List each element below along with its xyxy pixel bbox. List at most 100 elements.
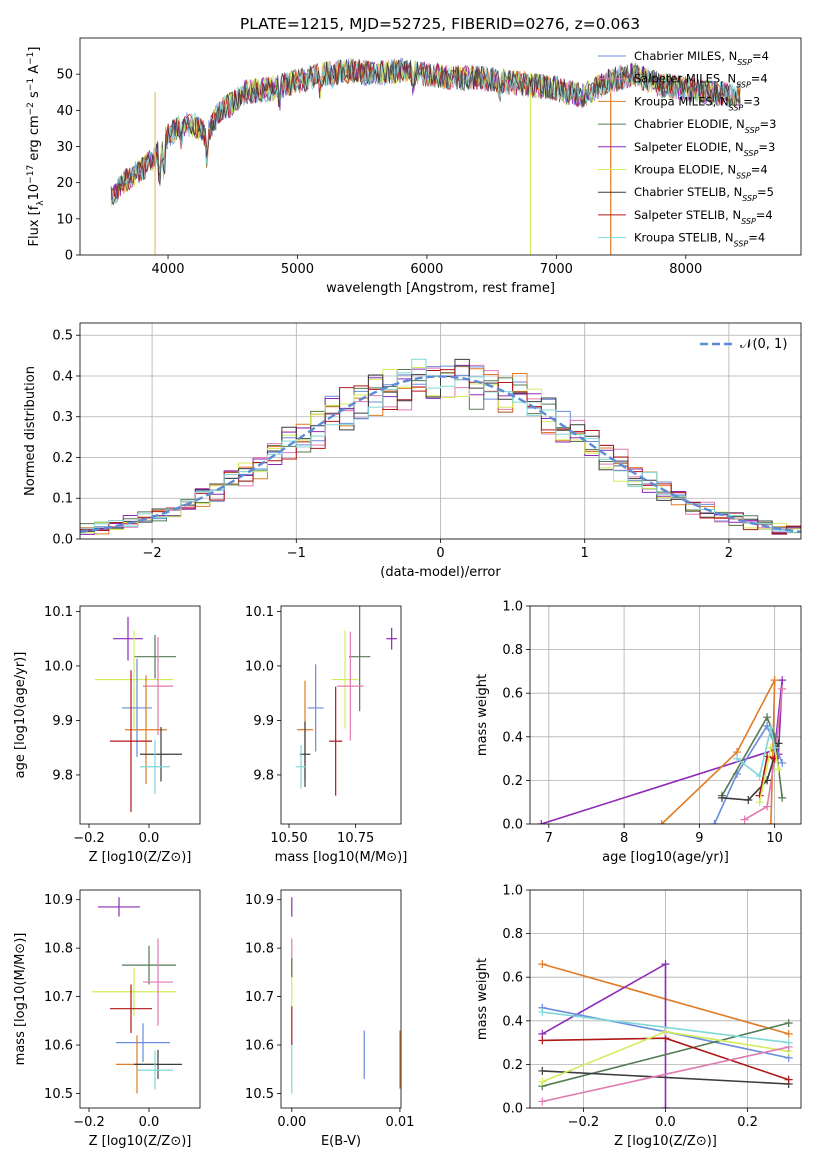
error-point <box>98 897 140 917</box>
legend-sub: SSP <box>736 80 751 89</box>
y-tick-label: 0.0 <box>502 818 523 833</box>
x-tick-label: 8 <box>620 831 628 846</box>
weight-marker <box>784 1018 793 1027</box>
weight-series <box>537 676 787 824</box>
legend-label: Salpeter STELIB, NSSP=4 <box>634 208 773 226</box>
x-tick-label: 10.75 <box>337 831 374 846</box>
weight-marker <box>784 1029 793 1038</box>
mass_vs_ebv-xlabel: E(B-V) <box>321 1134 361 1149</box>
age_vs_Z-xlabel: Z [log10(Z/Z⊙)] <box>89 850 192 865</box>
weight-marker <box>784 1075 793 1084</box>
legend-sub: SSP <box>744 148 759 157</box>
error-point <box>143 637 173 736</box>
y-tick-label: 0.2 <box>502 1058 523 1073</box>
weight-marker <box>755 798 764 807</box>
legend-name: Kroupa STELIB, N <box>634 231 734 245</box>
spectrum-line <box>111 59 741 199</box>
weight-marker <box>778 684 787 693</box>
legend-sub: SSP <box>742 194 757 203</box>
weight_vs_age-axes: 7 8 9 10 0.0 0.2 0.4 0.6 0.8 1.0 <box>502 600 801 846</box>
weight-series <box>657 676 779 824</box>
weight_vs_age-series <box>537 676 787 824</box>
age_vs_mass-frame <box>280 605 402 825</box>
x-tick-label: 8000 <box>669 262 702 277</box>
y-tick-label: 0.8 <box>502 927 523 942</box>
age_vs_Z-ylabel: age [log10(age/yr)] <box>13 652 28 779</box>
weight-marker <box>661 1104 670 1108</box>
y-tick-label: 10.8 <box>44 942 73 957</box>
ylabel-part: Flux [f <box>27 205 42 246</box>
legend-name: Chabrier MILES, N <box>634 49 737 63</box>
weight-marker <box>538 1036 547 1045</box>
y-tick-label: 0.0 <box>502 1102 523 1117</box>
error-point <box>125 675 167 785</box>
histogram-series <box>80 358 801 539</box>
legend-label: Kroupa ELODIE, NSSP=4 <box>634 163 768 181</box>
y-tick-label: 0.0 <box>52 533 73 548</box>
weight-line <box>744 688 783 821</box>
x-tick-label: −0.2 <box>73 1115 105 1130</box>
weight-line <box>541 962 667 1108</box>
weight-series <box>538 960 670 1108</box>
weight-marker <box>784 1038 793 1047</box>
age_vs_Z-points <box>95 616 182 813</box>
weight-marker <box>661 1027 670 1036</box>
y-tick-label: 1.0 <box>502 600 523 615</box>
y-tick-label: 10.5 <box>44 1087 73 1102</box>
x-tick-label: 4000 <box>151 262 184 277</box>
legend-label: Chabrier ELODIE, NSSP=3 <box>634 117 776 135</box>
legend-label: Chabrier MILES, NSSP=4 <box>634 49 769 67</box>
y-tick-label: 0.4 <box>502 730 523 745</box>
y-tick-label: 10.7 <box>245 990 274 1005</box>
error-point <box>140 739 170 795</box>
error-point <box>122 945 176 985</box>
weight-marker <box>766 724 775 733</box>
mass_vs_Z-axes: −0.2 0.0 10.5 10.6 10.7 10.8 10.9 <box>44 893 159 1130</box>
weight-series <box>717 739 783 805</box>
legend-nssp: =4 <box>748 231 765 245</box>
weight-series <box>538 1018 793 1091</box>
weight-line <box>541 680 783 824</box>
weight-line <box>721 743 780 801</box>
legend-sub: SSP <box>737 58 752 67</box>
y-tick-label: 0.3 <box>52 410 73 425</box>
error-point <box>307 664 324 752</box>
age_vs_mass-points <box>295 606 397 796</box>
x-tick-label: 10 <box>766 831 783 846</box>
weight-marker <box>538 1077 547 1086</box>
legend-name: Chabrier STELIB, N <box>634 185 742 199</box>
spectrum-lines <box>110 57 741 255</box>
error-point <box>331 630 359 729</box>
legend-nssp: =3 <box>743 94 760 108</box>
weight-series <box>538 1042 793 1106</box>
x-tick-label: −1 <box>287 546 306 561</box>
legend-name: Salpeter STELIB, N <box>634 208 741 222</box>
y-tick-label: 10.9 <box>44 893 73 908</box>
x-tick-label: 5000 <box>281 262 314 277</box>
weight_vs_Z-ylabel: mass weight <box>475 958 490 1040</box>
weight-marker <box>537 820 546 824</box>
legend-nssp: =3 <box>758 140 775 154</box>
legend-label: Salpeter MILES, NSSP=4 <box>634 72 768 90</box>
legend-label: Kroupa STELIB, NSSP=4 <box>634 231 765 249</box>
age_vs_mass-xlabel: mass [log10(M/M⊙)] <box>275 850 408 865</box>
weight-marker <box>740 815 749 824</box>
weight-marker <box>661 960 670 969</box>
x-tick-label: 0.01 <box>385 1115 414 1130</box>
error-point <box>122 658 152 757</box>
residuals-xlabel: (data-model)/error <box>380 565 501 580</box>
y-tick-label: 10.6 <box>44 1039 73 1054</box>
x-tick-label: 0.0 <box>139 831 160 846</box>
error-point <box>143 938 173 1026</box>
ylabel-part: erg cm <box>27 115 42 164</box>
ylabel-part: 10 <box>27 184 42 201</box>
legend-name: Salpeter MILES, N <box>634 72 736 86</box>
y-tick-label: 0.4 <box>502 1014 523 1029</box>
age_vs_Z-frame <box>79 605 201 825</box>
weight_vs_Z-axes: −0.2 0.0 0.2 0.0 0.2 0.4 0.6 0.8 1.0 <box>502 884 801 1130</box>
x-tick-label: −0.2 <box>568 1115 600 1130</box>
mass_vs_ebv-axes: 0.00 0.01 10.5 10.6 10.7 10.8 10.9 <box>245 893 414 1130</box>
legend-nssp: =3 <box>760 117 777 131</box>
y-tick-label: 10.0 <box>245 659 274 674</box>
